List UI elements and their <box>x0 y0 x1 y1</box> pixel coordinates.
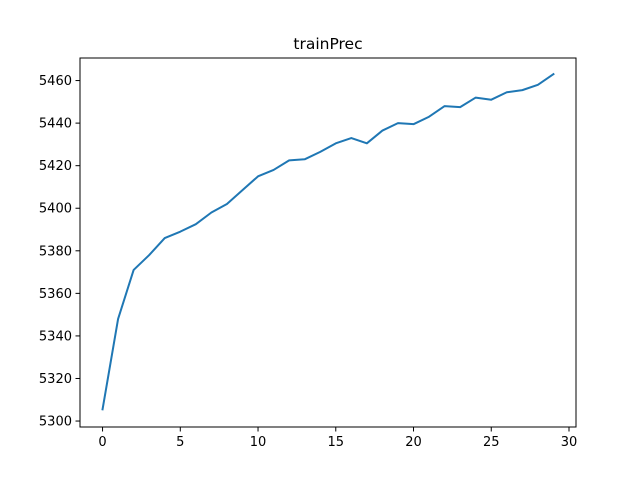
x-tick-label: 20 <box>405 435 422 450</box>
series-layer <box>101 72 555 411</box>
y-tick-label: 5360 <box>39 287 72 302</box>
y-tick-label: 5400 <box>39 202 72 217</box>
y-tick-label: 5440 <box>39 117 72 132</box>
x-tick-label: 0 <box>98 435 106 450</box>
axes: 0 5 10 15 20 25 30 5300 5320 5340 5360 5380 5400 5420… <box>39 57 578 450</box>
x-tick-label: 25 <box>483 435 500 450</box>
y-tick-label: 5460 <box>39 74 72 89</box>
y-tick-label: 5420 <box>39 159 72 174</box>
y-tick-label: 5300 <box>39 415 72 430</box>
x-tick-label: 30 <box>561 435 578 450</box>
chart-title: trainPrec <box>293 35 362 53</box>
x-tick-label: 10 <box>250 435 267 450</box>
series-line-0 <box>101 72 555 411</box>
x-tick-label: 15 <box>328 435 345 450</box>
axes-frame <box>79 57 577 428</box>
y-tick-label: 5340 <box>39 329 72 344</box>
x-tick-label: 5 <box>176 435 184 450</box>
y-tick-label: 5380 <box>39 244 72 259</box>
y-tick-label: 5320 <box>39 372 72 387</box>
